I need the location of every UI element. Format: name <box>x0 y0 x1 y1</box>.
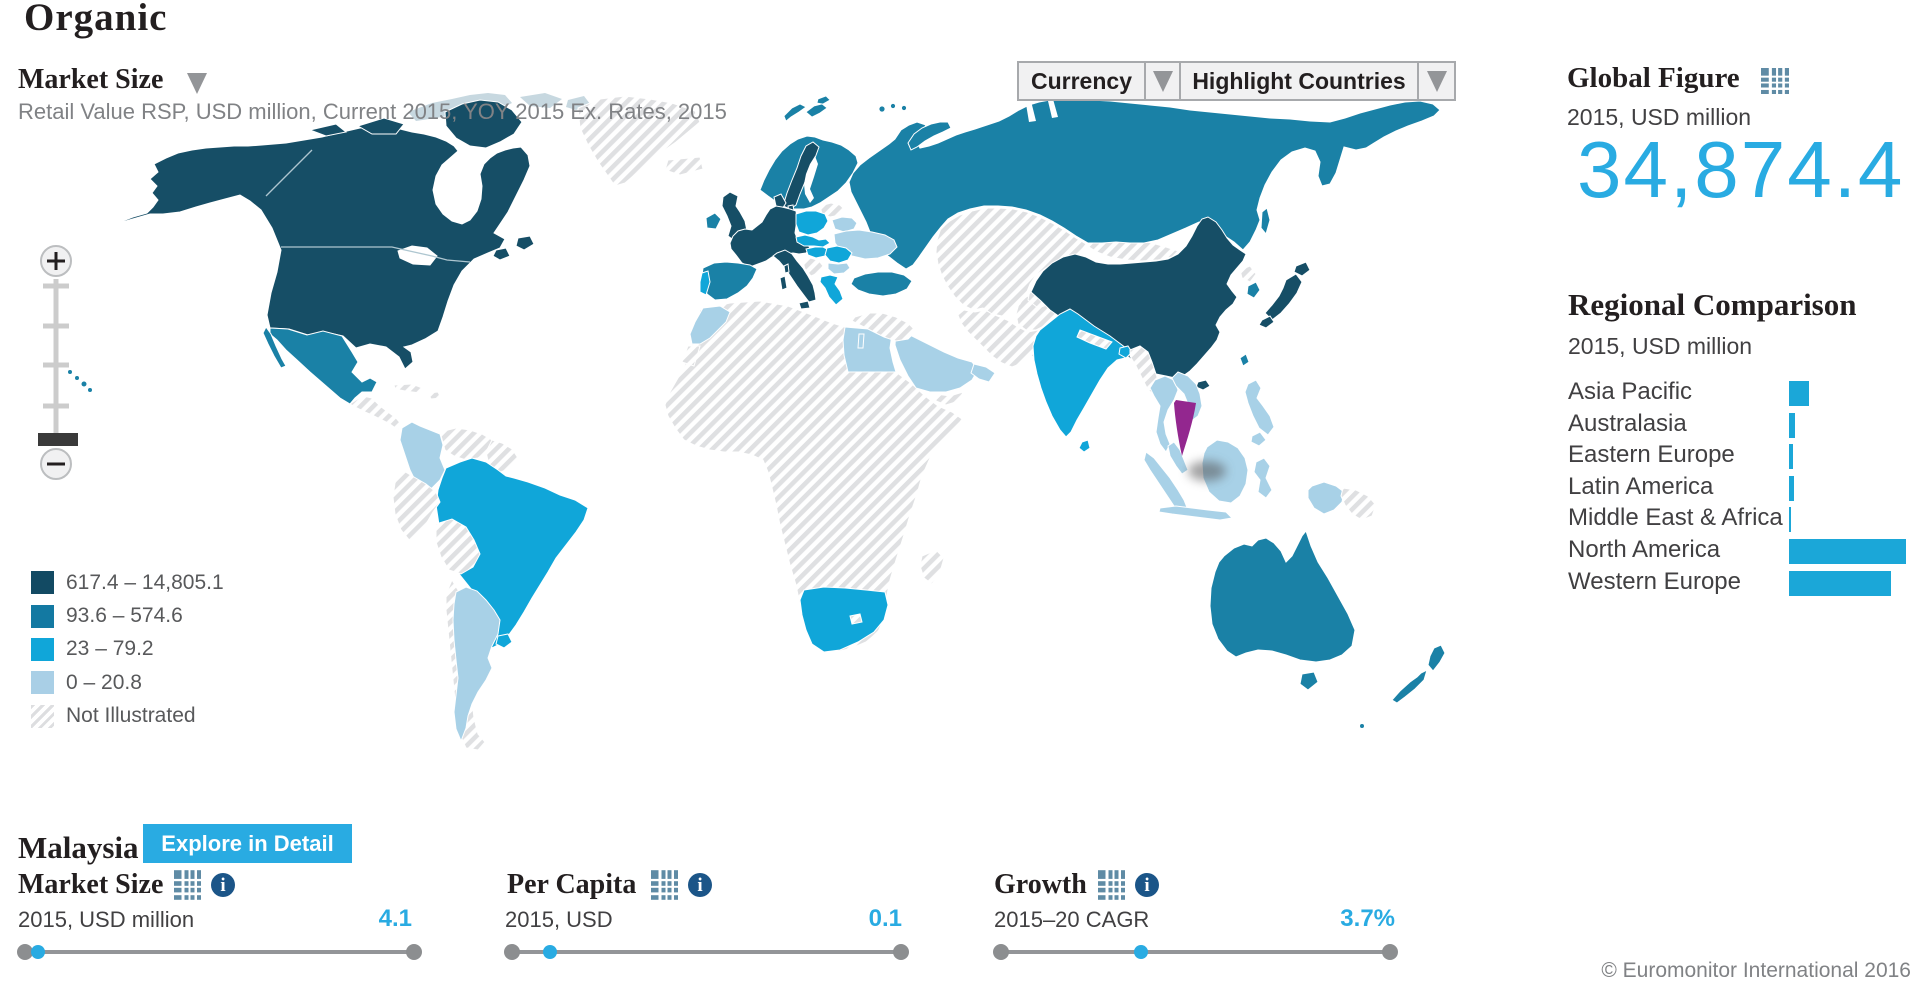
svg-text:i: i <box>1144 875 1149 896</box>
svg-text:i: i <box>697 875 702 896</box>
svg-text:i: i <box>220 875 225 896</box>
